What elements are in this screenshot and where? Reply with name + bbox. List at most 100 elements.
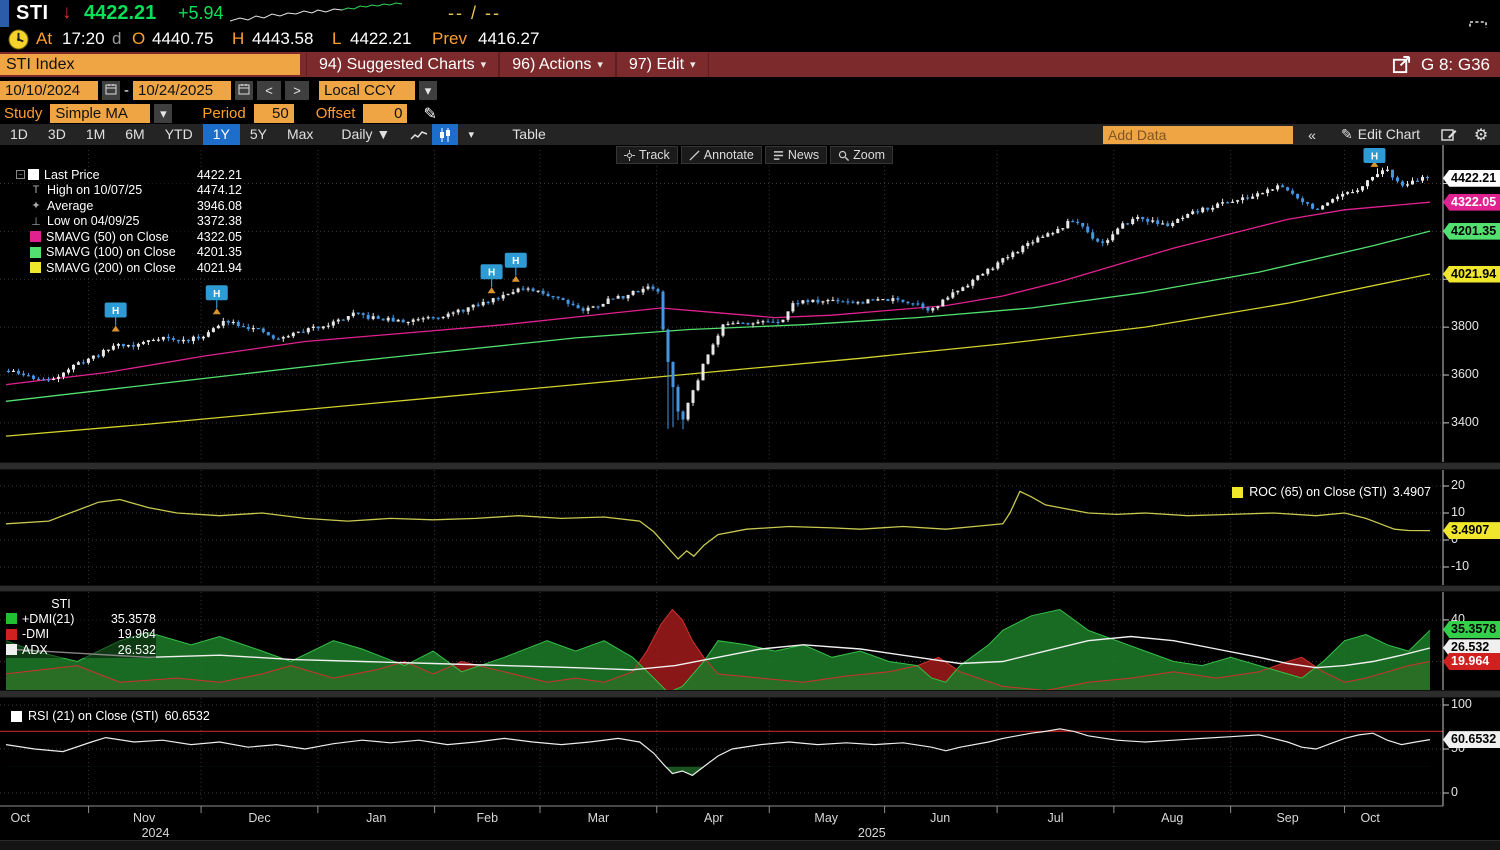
date-dash: -	[124, 82, 129, 99]
tab-max[interactable]: Max	[286, 126, 314, 142]
chart-settings-icon[interactable]	[1436, 124, 1462, 145]
window-accent	[0, 0, 9, 27]
currency-select[interactable]: Local CCY	[319, 81, 415, 100]
tab-3d[interactable]: 3D	[47, 126, 66, 142]
collapse-button[interactable]: «	[1308, 126, 1316, 143]
currency-caret-button[interactable]: ▾	[419, 81, 437, 100]
security-input[interactable]: STI Index	[0, 54, 300, 75]
legend-last-price[interactable]: − Last Price 4422.21	[16, 167, 242, 183]
legend-smavg100[interactable]: SMAVG (100) on Close 4201.35	[16, 245, 242, 261]
roc-legend[interactable]: ROC (65) on Close (STI) 3.4907	[1227, 484, 1436, 500]
session-flag: d	[112, 29, 122, 48]
rsi-label: RSI (21) on Close (STI)	[28, 709, 159, 723]
ticker-symbol: STI	[16, 2, 49, 24]
legend-value: 3372.38	[196, 214, 242, 229]
range-placeholder: -- / --	[448, 3, 501, 23]
news-icon	[773, 150, 783, 160]
date-to-field[interactable]: 10/24/2025	[133, 81, 231, 100]
edit-button[interactable]: 97) Edit ▾	[615, 52, 709, 77]
pencil-icon: ✎	[1341, 126, 1353, 142]
dmi-minus-row[interactable]: -DMI 19.964	[6, 627, 156, 643]
event-flag	[205, 285, 228, 301]
panel-separator[interactable]	[0, 462, 1500, 470]
candlestick-chart-icon[interactable]	[432, 124, 459, 145]
tab-1d[interactable]: 1D	[10, 126, 28, 142]
dmi-plus-row[interactable]: +DMI(21) 35.3578	[6, 611, 156, 627]
edit-label: 97) Edit	[628, 55, 685, 73]
offset-field[interactable]: 0	[363, 104, 408, 123]
study-caret-button[interactable]: ▾	[154, 104, 173, 123]
quote-time: 17:20	[62, 29, 105, 48]
edit-chart-label: Edit Chart	[1357, 126, 1420, 142]
period-field[interactable]: 50	[253, 104, 294, 123]
tab-1m[interactable]: 1M	[85, 126, 106, 142]
annotate-pencil-icon	[689, 149, 700, 161]
legend-value: 3946.08	[196, 198, 242, 213]
prev-period-button[interactable]: <	[257, 81, 281, 100]
frequency-select[interactable]: Daily ▼	[341, 126, 391, 142]
bottom-scroll-strip[interactable]	[0, 840, 1500, 850]
suggested-charts-button[interactable]: 94) Suggested Charts ▾	[306, 52, 500, 77]
chart-type-caret-button[interactable]: ▾	[468, 129, 475, 141]
chart-tab-bar: 1D 3D 1M 6M YTD 1Y 5Y Max Daily ▼ ▾ Tabl…	[0, 124, 1500, 145]
next-period-button[interactable]: >	[285, 81, 309, 100]
tab-5y[interactable]: 5Y	[249, 126, 267, 142]
annotate-button[interactable]: Annotate	[680, 146, 762, 164]
tab-1y[interactable]: 1Y	[202, 124, 240, 145]
rsi-value: 60.6532	[164, 709, 210, 723]
calendar-icon[interactable]	[235, 81, 253, 100]
legend-average[interactable]: ✦ Average 3946.08	[16, 198, 242, 214]
legend-value: 4474.12	[196, 183, 242, 198]
draw-pencil-icon[interactable]: ✎	[423, 105, 437, 123]
dmi-plus-swatch	[6, 613, 17, 625]
tab-ytd[interactable]: YTD	[164, 126, 193, 142]
panel-separator[interactable]	[0, 585, 1500, 592]
legend-label: Last Price	[44, 167, 100, 182]
open-value: 4440.75	[152, 29, 214, 48]
legend-high[interactable]: T High on 10/07/25 4474.12	[16, 183, 242, 199]
legend-value: 4322.05	[196, 229, 242, 244]
export-icon[interactable]	[1392, 55, 1411, 74]
track-button[interactable]: Track	[616, 146, 678, 164]
legend-collapse-icon[interactable]: −	[16, 170, 25, 180]
edit-chart-button[interactable]: ✎ Edit Chart	[1331, 124, 1430, 145]
magnifier-icon	[838, 150, 850, 161]
crosshair-icon	[624, 149, 635, 161]
high-label: H	[232, 29, 245, 48]
legend-label: High on 10/07/25	[47, 183, 143, 198]
legend-label: SMAVG (100) on Close	[46, 245, 176, 260]
date-from-field[interactable]: 10/10/2024	[0, 81, 98, 100]
event-flag	[104, 302, 127, 318]
adx-row[interactable]: ADX 26.532	[6, 642, 156, 658]
prev-value: 4416.27	[478, 29, 540, 48]
study-select[interactable]: Simple MA	[50, 104, 151, 123]
panel-separator[interactable]	[0, 690, 1500, 698]
tab-6m[interactable]: 6M	[125, 126, 145, 142]
rsi-legend[interactable]: RSI (21) on Close (STI) 60.6532	[6, 708, 215, 724]
price-legend: − Last Price 4422.21 T High on 10/07/25 …	[16, 167, 242, 276]
intraday-sparkline	[230, 2, 403, 22]
actions-button[interactable]: 96) Actions ▾	[499, 52, 616, 77]
legend-low[interactable]: ⊥ Low on 04/09/25 3372.38	[16, 214, 242, 230]
table-button[interactable]: Table	[512, 126, 546, 142]
low-value: 4422.21	[350, 29, 412, 48]
add-data-input[interactable]: Add Data	[1103, 125, 1294, 144]
command-toolbar: STI Index 94) Suggested Charts ▾ 96) Act…	[0, 52, 1500, 77]
zoom-button[interactable]: Zoom	[830, 146, 894, 164]
legend-label: -DMI	[22, 627, 50, 642]
price-change: +5.94	[178, 3, 224, 23]
ohlc-bar: At 17:20 d O 4440.75 H 4443.58 L 4422.21…	[0, 28, 1500, 52]
line-chart-icon[interactable]	[406, 124, 432, 145]
svg-text:H: H	[213, 289, 220, 300]
high-marker-icon: T	[32, 184, 40, 197]
market-clock-icon	[8, 29, 29, 50]
legend-label: Average	[47, 198, 94, 213]
gear-icon[interactable]: ⚙	[1473, 126, 1489, 144]
news-button[interactable]: News	[764, 146, 828, 164]
rsi-swatch	[11, 710, 22, 722]
legend-smavg50[interactable]: SMAVG (50) on Close 4322.05	[16, 229, 242, 245]
calendar-icon[interactable]	[102, 81, 120, 100]
legend-smavg200[interactable]: SMAVG (200) on Close 4021.94	[16, 260, 242, 276]
